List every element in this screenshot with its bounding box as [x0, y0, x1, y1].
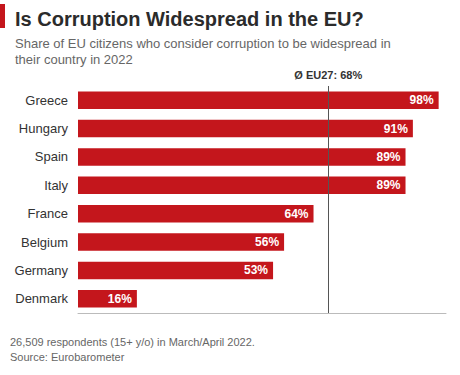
svg-text:89%: 89%	[376, 150, 400, 164]
svg-text:Denmark: Denmark	[15, 291, 68, 306]
svg-text:91%: 91%	[384, 122, 408, 136]
svg-text:89%: 89%	[376, 178, 400, 192]
svg-text:Ø EU27: 68%: Ø EU27: 68%	[294, 69, 362, 81]
svg-text:53%: 53%	[244, 263, 268, 277]
svg-text:Greece: Greece	[25, 93, 68, 108]
svg-text:16%: 16%	[108, 292, 132, 306]
svg-text:64%: 64%	[284, 207, 308, 221]
svg-text:Is Corruption Widespread in th: Is Corruption Widespread in the EU?	[15, 8, 364, 30]
svg-text:Germany: Germany	[15, 263, 69, 278]
svg-text:56%: 56%	[255, 235, 279, 249]
svg-text:Spain: Spain	[35, 149, 68, 164]
svg-text:France: France	[28, 206, 68, 221]
svg-text:Belgium: Belgium	[21, 235, 68, 250]
svg-text:their country in 2022: their country in 2022	[15, 52, 133, 67]
svg-text:Source: Eurobarometer: Source: Eurobarometer	[10, 351, 125, 363]
svg-text:98%: 98%	[410, 93, 434, 107]
svg-text:26,509 respondents (15+ y/o) i: 26,509 respondents (15+ y/o) in March/Ap…	[10, 336, 255, 348]
svg-text:Share of EU citizens who consi: Share of EU citizens who consider corrup…	[15, 36, 394, 51]
svg-text:Hungary: Hungary	[19, 121, 69, 136]
svg-text:Italy: Italy	[44, 178, 68, 193]
